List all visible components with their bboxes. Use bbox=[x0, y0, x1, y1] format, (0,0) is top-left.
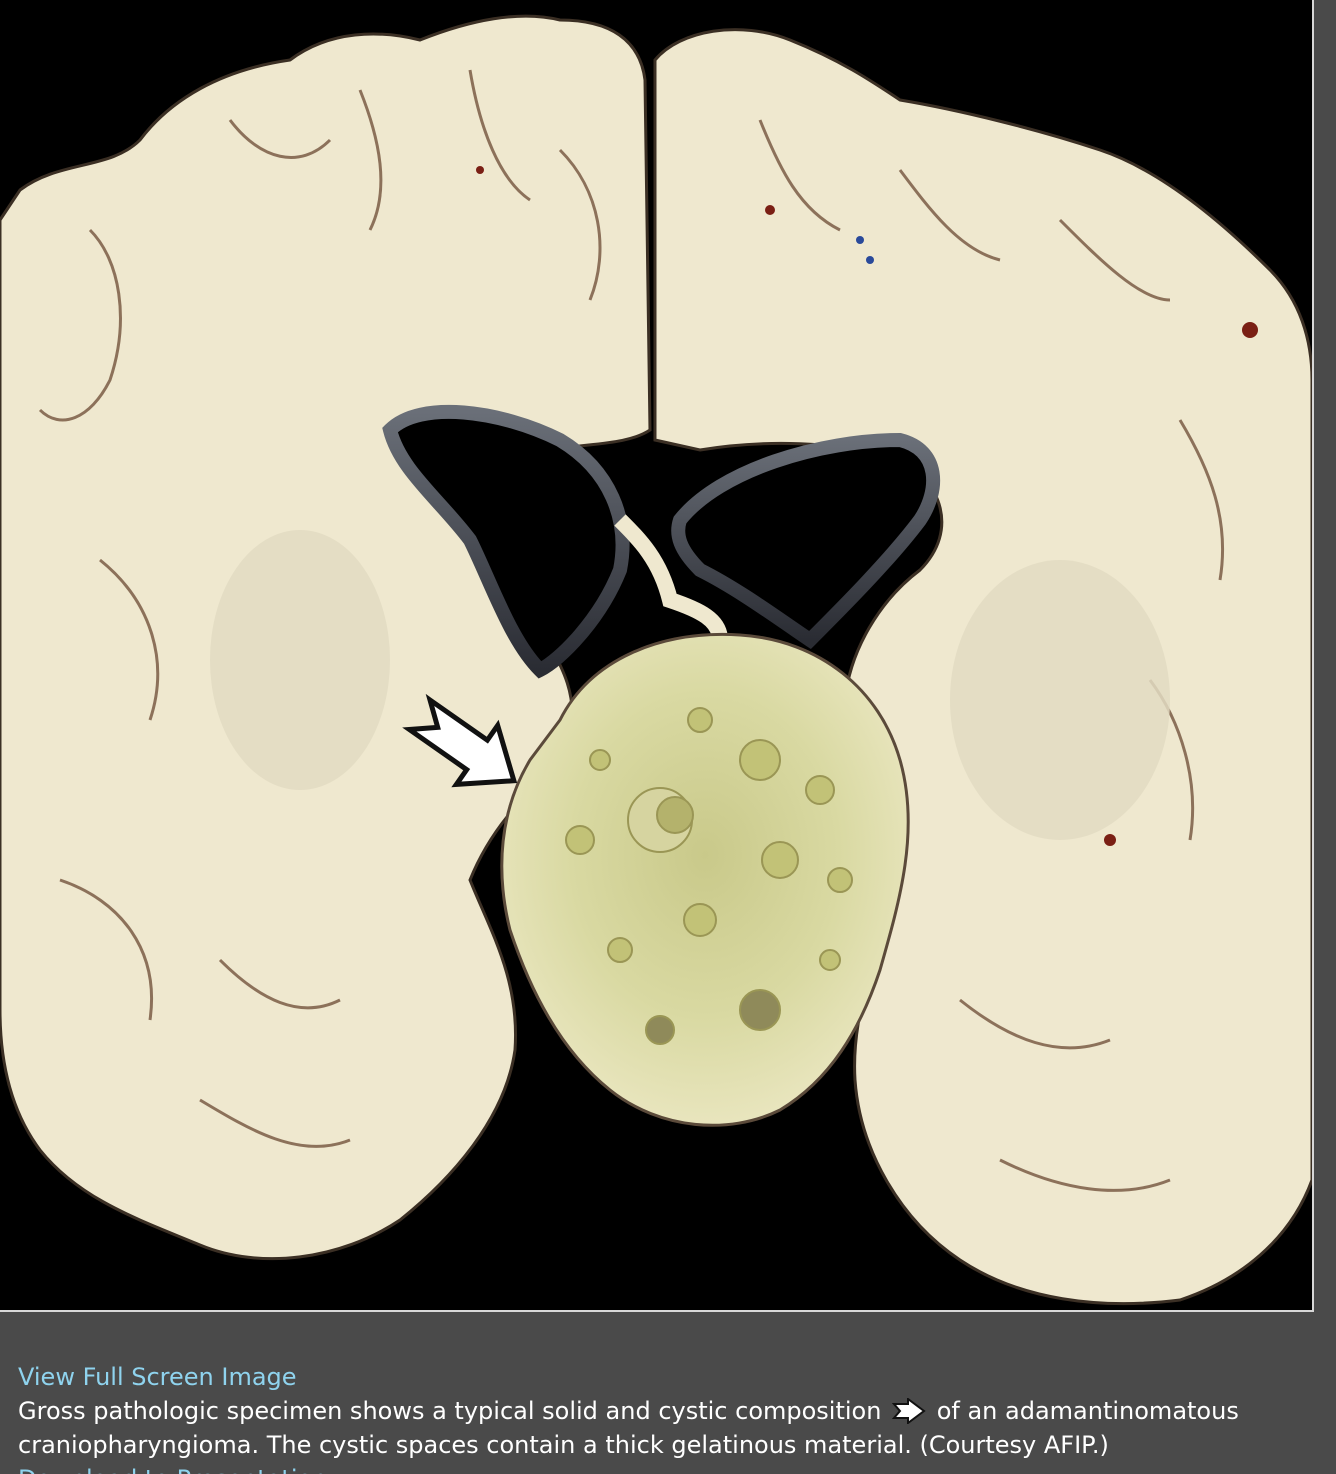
view-full-screen-link[interactable]: View Full Screen Image bbox=[18, 1363, 297, 1391]
download-to-presentation-link[interactable]: Download to Presentation bbox=[18, 1462, 1308, 1474]
caption-before-arrow: Gross pathologic specimen shows a typica… bbox=[18, 1397, 890, 1425]
open-arrow-icon bbox=[891, 1397, 926, 1425]
specimen-image-frame[interactable] bbox=[0, 0, 1314, 1312]
left-lateral-ventricle bbox=[382, 404, 630, 679]
figure-caption: View Full Screen Image Gross pathologic … bbox=[18, 1360, 1308, 1474]
caption-text: Gross pathologic specimen shows a typica… bbox=[18, 1394, 1308, 1462]
gross-pathology-specimen-image bbox=[0, 14, 1312, 1306]
open-arrow-annotation bbox=[402, 693, 518, 788]
right-lateral-ventricle bbox=[671, 432, 940, 650]
caption-after-arrow: of an adamantinomatous craniopharyngioma… bbox=[18, 1397, 1239, 1459]
